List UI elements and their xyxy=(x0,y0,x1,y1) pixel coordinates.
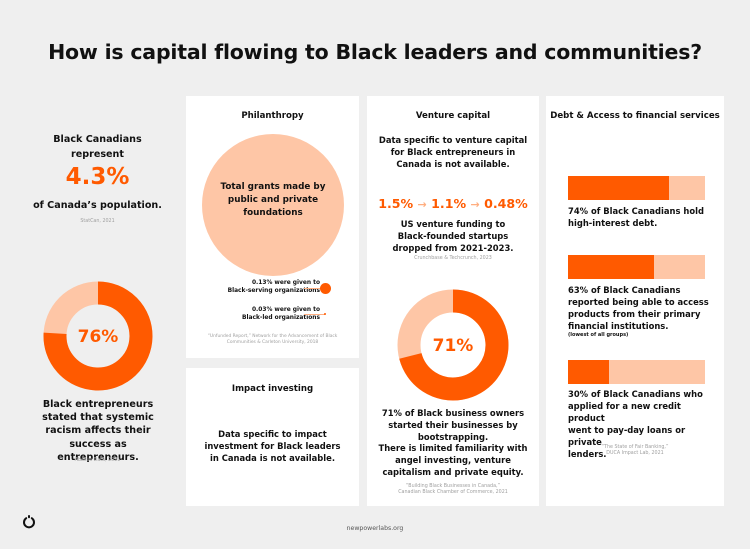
debt-stat2-line4: financial institutions. xyxy=(568,321,669,331)
population-line1: Black Canadians xyxy=(53,134,142,145)
footer-url: newpowerlabs.org xyxy=(346,525,404,532)
grants-line3: foundations xyxy=(243,208,303,218)
debt-stat3-line2: applied for a new credit product xyxy=(568,401,681,423)
debt-bar-2 xyxy=(568,255,705,279)
grants-stat2-connector xyxy=(304,314,325,315)
debt-card: Debt & Access to financial services 74% … xyxy=(546,96,724,506)
racism-line2: stated that systemic xyxy=(42,412,154,424)
trend-value-2021: 1.5% xyxy=(378,196,414,211)
funding-line1: US venture funding to xyxy=(400,219,506,229)
boot-line6: capitalism and private equity. xyxy=(382,466,524,477)
racism-donut-arc xyxy=(43,281,153,391)
bootstrap-donut-arc xyxy=(399,289,509,401)
racism-donut-label: 76% xyxy=(78,327,119,347)
trend-arrow-1: → xyxy=(417,198,427,211)
boot-line2: started their businesses by xyxy=(388,419,518,430)
racism-line3: racism affects their xyxy=(45,425,151,437)
debt-stat2-line2: reported being able to access xyxy=(568,297,709,307)
grants-stat1-line2: Black-serving organizations xyxy=(227,288,320,294)
debt-bar-3-fill xyxy=(568,360,610,384)
funding-source: Crunchbase & Techcrunch, 2023 xyxy=(414,256,492,261)
funding-line2: Black-founded startups xyxy=(397,231,509,241)
grants-stat1-dot xyxy=(320,283,331,294)
debt-source-line1: “The State of Fair Banking,” xyxy=(601,445,669,450)
debt-source-line2: DUCA Impact Lab, 2021 xyxy=(606,451,664,457)
boot-line5: angel investing, venture xyxy=(395,455,511,466)
venture-line3: Canada is not available. xyxy=(396,159,510,169)
debt-stat2-note: (lowest of all groups) xyxy=(568,332,629,338)
debt-stat3-line3: went to pay-day loans or private xyxy=(568,425,686,447)
debt-stat2-line3: products from their primary xyxy=(568,309,701,319)
debt-stat3-line4: lenders. xyxy=(568,449,607,459)
debt-bar-1-fill xyxy=(568,176,670,200)
impact-line1: Data specific to impact xyxy=(218,429,327,439)
trend-arrow-2: → xyxy=(470,198,480,211)
boot-line1: 71% of Black business owners xyxy=(381,408,525,418)
venture-trend: 1.5% → 1.1% → 0.48% xyxy=(367,196,539,211)
venture-source-line2: Canadian Black Chamber of Commerce, 2021 xyxy=(398,490,508,496)
debt-stat1-line2: high-interest debt. xyxy=(568,218,658,228)
venture-heading: Venture capital xyxy=(415,111,491,121)
venture-source-line1: “Building Black Businesses in Canada,” xyxy=(405,484,501,489)
racism-source: Abacus Data, 2021 xyxy=(74,458,121,463)
grants-stat2-dot xyxy=(324,313,326,315)
population-line3: of Canada’s population. xyxy=(33,200,162,211)
grants-line2: public and private xyxy=(227,195,319,205)
debt-stat2-line1: 63% of Black Canadians xyxy=(568,285,681,295)
trend-value-2023: 0.48% xyxy=(484,196,528,211)
debt-bar-1 xyxy=(568,176,705,200)
grants-line1: Total grants made by xyxy=(220,182,326,192)
grants-stat1-line1: 0.13% were given to xyxy=(251,280,320,286)
racism-line4: success as entrepreneurs. xyxy=(57,438,139,463)
boot-line4: There is limited familiarity with xyxy=(378,443,528,454)
venture-card: Venture capital Data specific to venture… xyxy=(367,96,539,506)
population-line2: represent xyxy=(71,149,124,160)
philanthropy-card: Philanthropy Total grants made by public… xyxy=(186,96,359,358)
population-value: 4.3% xyxy=(65,164,130,190)
philanthropy-heading: Philanthropy xyxy=(241,111,304,121)
grants-stat2-line1: 0.03% were given to xyxy=(251,307,320,313)
impact-card: Impact investing Data specific to impact… xyxy=(186,368,359,506)
racism-donut-chart: 76% xyxy=(43,281,153,391)
philanthropy-source-line2: Communities & Carleton University, 2018 xyxy=(226,339,319,345)
venture-line1: Data specific to venture capital xyxy=(378,135,528,145)
grants-circle xyxy=(202,134,344,276)
power-logo-icon xyxy=(23,515,35,529)
population-source: StatCan, 2021 xyxy=(80,219,115,224)
bootstrap-donut-chart: 71% xyxy=(397,289,509,401)
debt-bar-2-fill xyxy=(568,255,655,279)
grants-stat2-line2: Black-led organizations xyxy=(242,315,320,321)
debt-heading: Debt & Access to financial services xyxy=(550,111,720,121)
philanthropy-source-line1: “Unfunded Report,” Network for the Advan… xyxy=(207,334,338,339)
debt-stat1-line1: 74% of Black Canadians hold xyxy=(568,206,705,216)
funding-line3: dropped from 2021-2023. xyxy=(392,243,514,253)
racism-line1: Black entrepreneurs xyxy=(42,399,154,410)
debt-bar-3 xyxy=(568,360,705,384)
grants-stat1-connector xyxy=(304,288,324,289)
impact-heading: Impact investing xyxy=(231,384,314,394)
bootstrap-donut-label: 71% xyxy=(433,336,474,356)
impact-line2: investment for Black leaders xyxy=(204,441,341,452)
trend-value-2022: 1.1% xyxy=(431,196,467,211)
impact-line3: in Canada is not available. xyxy=(209,453,335,464)
debt-stat3-line1: 30% of Black Canadians who xyxy=(568,389,703,399)
boot-line3: bootstrapping. xyxy=(417,431,489,442)
venture-line2: for Black entrepreneurs in xyxy=(390,147,516,157)
page-title: How is capital flowing to Black leaders … xyxy=(48,40,702,64)
